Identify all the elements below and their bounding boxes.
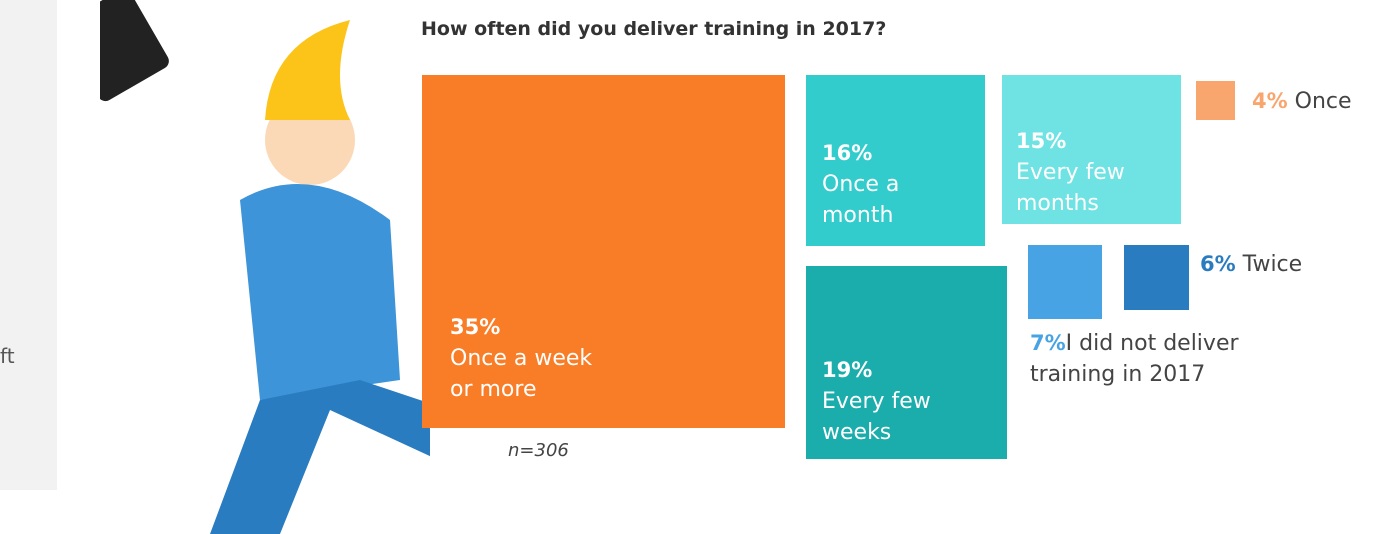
category-label: Twice xyxy=(1242,252,1303,277)
tile xyxy=(1028,245,1102,319)
side-panel xyxy=(0,0,57,490)
tile xyxy=(806,75,985,246)
hair xyxy=(265,20,350,120)
tile xyxy=(422,75,785,428)
tile-label: 6% Twice xyxy=(1200,249,1340,280)
jacket xyxy=(240,184,400,400)
tile xyxy=(1124,245,1189,310)
tile-label: 4% Once xyxy=(1252,86,1383,117)
tile-label: 35% Once a week or more xyxy=(450,312,620,405)
tile xyxy=(1196,81,1235,120)
value-label: 19% xyxy=(822,358,873,382)
tile xyxy=(806,266,1007,459)
category-label: Once a week or more xyxy=(450,346,593,402)
category-label: Every few weeks xyxy=(822,389,931,445)
value-label: 15% xyxy=(1016,129,1067,153)
value-label: 35% xyxy=(450,315,501,339)
value-label: 7% xyxy=(1030,331,1066,355)
category-label: Every few months xyxy=(1016,160,1125,216)
value-label: 4% xyxy=(1252,89,1288,113)
tile-label: 19% Every few weeks xyxy=(822,355,962,448)
value-label: 6% xyxy=(1200,252,1236,276)
value-label: 16% xyxy=(822,141,873,165)
tile xyxy=(1002,75,1181,224)
legs xyxy=(210,380,430,534)
tile-label: 16% Once a month xyxy=(822,138,932,231)
tile-label: 7%I did not deliver training in 2017 xyxy=(1030,328,1250,390)
tile-label: 15% Every few months xyxy=(1016,126,1156,219)
note: n=306 xyxy=(508,440,569,461)
chart-title: How often did you deliver training in 20… xyxy=(421,18,887,40)
illustration xyxy=(100,0,430,534)
category-label: I did not deliver training in 2017 xyxy=(1030,331,1239,387)
category-label: Once a month xyxy=(822,172,900,228)
category-label: Once xyxy=(1294,89,1352,114)
tablet xyxy=(100,0,169,102)
side-text: ft xyxy=(0,344,15,368)
